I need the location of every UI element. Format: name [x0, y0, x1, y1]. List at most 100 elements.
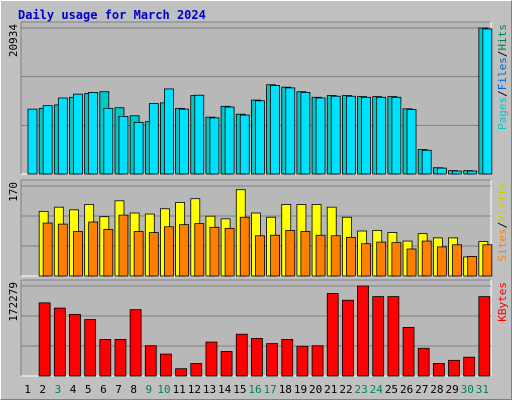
x-tick-label: 7 [115, 383, 122, 396]
files-bar [73, 93, 83, 175]
sites-bar [285, 230, 296, 277]
legend: Pages/Files/Hits [496, 24, 509, 130]
x-tick-label: 6 [100, 383, 107, 396]
x-tick-label: 1 [24, 383, 31, 396]
x-tick-label: 21 [324, 383, 337, 396]
sites-bar [179, 224, 190, 277]
x-tick-label: 8 [130, 383, 137, 396]
y-max-label: 172279 [7, 282, 20, 322]
legend-entry: / [496, 51, 509, 58]
sites-bar [133, 231, 144, 277]
x-tick-label: 12 [188, 383, 201, 396]
kbytes-bar [266, 343, 278, 377]
x-tick-label: 14 [218, 383, 232, 396]
files-bar [330, 95, 341, 175]
sites-bar [73, 231, 83, 277]
files-bar [27, 108, 38, 175]
x-tick-label: 13 [203, 383, 216, 396]
sites-bar [270, 234, 280, 277]
files-bar [300, 92, 311, 175]
x-tick-label: 24 [370, 383, 384, 396]
kbytes-bar [432, 363, 445, 377]
x-tick-label: 3 [55, 383, 62, 396]
x-tick-label: 22 [339, 383, 352, 396]
legend: KBytes [496, 282, 509, 322]
x-tick-label: 9 [146, 383, 153, 396]
x-tick-label: 15 [233, 383, 246, 396]
kbytes-bar [53, 307, 66, 377]
kbytes-bar [190, 363, 203, 377]
kbytes-bar [99, 339, 112, 377]
sites-bar [482, 244, 493, 277]
x-tick-label: 2 [39, 383, 46, 396]
sites-bar [300, 231, 311, 277]
sites-bar [315, 234, 326, 277]
sites-bar [436, 246, 447, 277]
kbytes-bar [114, 339, 127, 377]
sites-bar [57, 223, 68, 277]
sites-bar [103, 229, 114, 277]
files-bar [345, 95, 356, 175]
legend: Sites/Visits [496, 182, 509, 262]
x-tick-label: 27 [415, 383, 428, 396]
y-max-label: 170 [7, 182, 20, 202]
kbytes-bar [129, 309, 142, 377]
kbytes-bar [357, 285, 369, 377]
sites-bar [452, 244, 462, 277]
kbytes-bar [463, 356, 476, 377]
files-bar [421, 149, 432, 175]
kbytes-bar [417, 347, 430, 377]
legend-entry: Hits [496, 24, 509, 51]
sites-bar [406, 248, 417, 277]
kbytes-bar [235, 333, 248, 377]
legend-entry: Visits [496, 182, 509, 222]
files-bar [270, 85, 280, 175]
kbytes-bar [175, 368, 188, 377]
kbytes-bar [84, 319, 97, 377]
legend-entry: Pages [496, 97, 509, 130]
x-tick-label: 28 [430, 383, 443, 396]
kbytes-bar [387, 296, 400, 377]
x-tick-label: 17 [264, 383, 277, 396]
sites-bar [164, 226, 174, 277]
files-bar [148, 103, 159, 175]
x-tick-label: 26 [400, 383, 413, 396]
files-bar [88, 92, 99, 175]
sites-bar [391, 242, 402, 277]
files-bar [361, 96, 371, 175]
legend-entry: Files [496, 57, 509, 90]
kbytes-bar [311, 345, 324, 377]
x-tick-label: 29 [445, 383, 458, 396]
kbytes-bar [144, 345, 157, 377]
files-bar [179, 108, 190, 175]
legend-entry: Sites [496, 228, 509, 261]
files-bar [164, 88, 174, 175]
kbytes-bar [478, 296, 491, 377]
sites-bar [239, 216, 250, 277]
sites-bar [88, 221, 99, 277]
x-tick-label: 19 [294, 383, 307, 396]
kbytes-bar [372, 296, 385, 377]
sites-bar [376, 241, 387, 277]
kbytes-bar [296, 345, 309, 377]
x-tick-label: 4 [70, 383, 77, 396]
files-bar [133, 121, 144, 175]
files-bar [315, 97, 326, 175]
files-bar [467, 170, 478, 175]
sites-bar [224, 227, 235, 277]
legend-entry: / [496, 222, 509, 229]
kbytes-bar [38, 302, 51, 377]
x-tick-label: 31 [476, 383, 489, 396]
files-bar [452, 170, 462, 175]
sites-bar [194, 223, 205, 277]
x-tick-label: 11 [173, 383, 186, 396]
files-bar [376, 96, 387, 175]
x-tick-label: 10 [157, 383, 170, 396]
sites-bar [330, 235, 341, 277]
sites-bar [209, 226, 220, 277]
sites-bar [148, 232, 159, 277]
kbytes-bar [205, 341, 218, 377]
files-bar [406, 109, 417, 175]
kbytes-bar [220, 351, 233, 377]
